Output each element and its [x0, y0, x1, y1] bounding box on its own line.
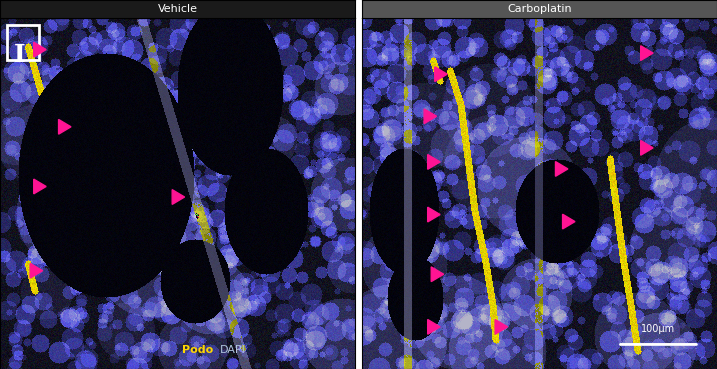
Polygon shape	[431, 267, 444, 282]
Polygon shape	[427, 155, 440, 169]
Polygon shape	[563, 214, 575, 229]
Text: 100µm: 100µm	[642, 324, 675, 334]
Text: DAPI: DAPI	[220, 345, 246, 355]
Polygon shape	[34, 42, 46, 57]
Polygon shape	[427, 207, 440, 222]
Bar	[7, 25, 39, 60]
Polygon shape	[495, 320, 508, 334]
Polygon shape	[435, 67, 447, 82]
Polygon shape	[556, 162, 568, 176]
Polygon shape	[641, 46, 653, 61]
Polygon shape	[30, 263, 42, 278]
Text: I: I	[14, 42, 26, 66]
Text: Podo: Podo	[181, 345, 213, 355]
Text: Carboplatin: Carboplatin	[507, 4, 572, 14]
Polygon shape	[424, 109, 437, 124]
Polygon shape	[59, 120, 71, 134]
Polygon shape	[427, 320, 440, 334]
Polygon shape	[34, 179, 46, 194]
Polygon shape	[172, 190, 184, 204]
Polygon shape	[641, 141, 653, 155]
Text: Vehicle: Vehicle	[158, 4, 197, 14]
